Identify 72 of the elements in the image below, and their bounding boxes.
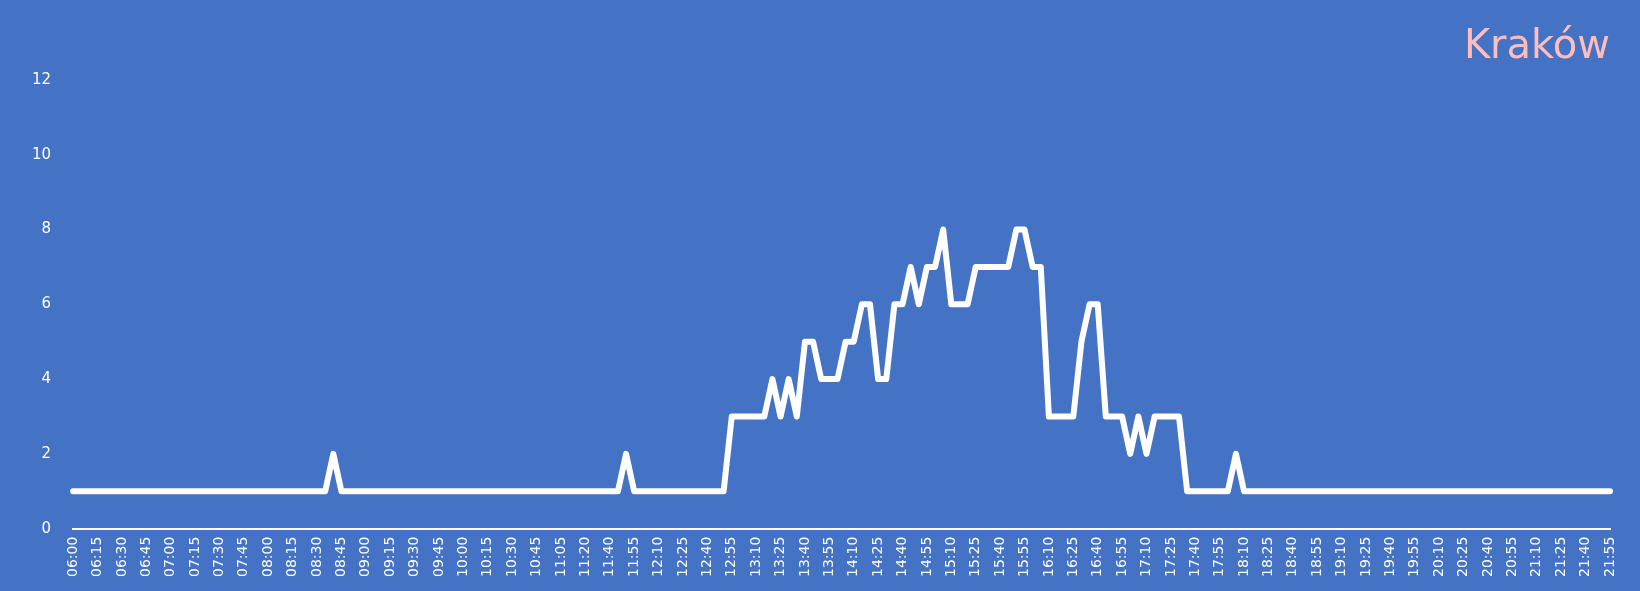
x-tick-label: 08:15 bbox=[283, 536, 300, 578]
x-tick-label: 19:55 bbox=[1405, 536, 1422, 578]
x-tick-label: 19:10 bbox=[1332, 536, 1349, 578]
x-tick-label: 13:10 bbox=[746, 536, 763, 578]
x-tick-label: 07:00 bbox=[161, 536, 178, 578]
x-tick-label: 19:40 bbox=[1381, 536, 1398, 578]
x-tick-label: 16:10 bbox=[1039, 536, 1056, 578]
x-tick-label: 09:00 bbox=[356, 536, 373, 578]
x-tick-label: 09:45 bbox=[429, 536, 446, 578]
x-tick-label: 09:30 bbox=[405, 536, 422, 578]
x-tick-label: 13:25 bbox=[771, 536, 788, 578]
x-tick-label: 21:55 bbox=[1600, 536, 1617, 578]
x-tick-label: 14:55 bbox=[917, 536, 934, 578]
x-tick-label: 07:45 bbox=[234, 536, 251, 578]
x-tick-label: 18:10 bbox=[1234, 536, 1251, 578]
x-tick-label: 14:25 bbox=[868, 536, 885, 578]
x-tick-label: 11:05 bbox=[551, 536, 568, 578]
x-tick-label: 07:30 bbox=[210, 536, 227, 578]
x-tick-label: 10:30 bbox=[502, 536, 519, 578]
x-tick-label: 11:20 bbox=[576, 536, 593, 578]
x-tick-label: 20:40 bbox=[1478, 536, 1495, 578]
x-tick-label: 21:25 bbox=[1551, 536, 1568, 578]
x-tick-label: 15:55 bbox=[1015, 536, 1032, 578]
x-tick-label: 06:45 bbox=[136, 536, 153, 578]
x-tick-label: 15:10 bbox=[941, 536, 958, 578]
x-tick-label: 08:30 bbox=[307, 536, 324, 578]
x-tick-label: 10:45 bbox=[527, 536, 544, 578]
x-tick-label: 12:55 bbox=[722, 536, 739, 578]
x-tick-label: 10:00 bbox=[454, 536, 471, 578]
x-tick-label: 13:40 bbox=[795, 536, 812, 578]
x-tick-label: 12:40 bbox=[698, 536, 715, 578]
x-tick-label: 15:40 bbox=[990, 536, 1007, 578]
x-tick-label: 08:00 bbox=[258, 536, 275, 578]
x-tick-label: 18:25 bbox=[1259, 536, 1276, 578]
x-tick-label: 08:45 bbox=[332, 536, 349, 578]
y-tick-label: 6 bbox=[41, 294, 52, 313]
x-tick-label: 17:10 bbox=[1137, 536, 1154, 578]
x-tick-label: 18:55 bbox=[1307, 536, 1324, 578]
x-tick-label: 07:15 bbox=[185, 536, 202, 578]
x-tick-label: 16:25 bbox=[1063, 536, 1080, 578]
x-tick-label: 11:40 bbox=[600, 536, 617, 578]
y-tick-label: 12 bbox=[31, 69, 52, 88]
x-tick-label: 19:25 bbox=[1356, 536, 1373, 578]
x-tick-label: 11:55 bbox=[624, 536, 641, 578]
x-tick-label: 06:00 bbox=[63, 536, 80, 578]
x-tick-label: 20:10 bbox=[1429, 536, 1446, 578]
x-tick-label: 17:40 bbox=[1185, 536, 1202, 578]
x-tick-label: 18:40 bbox=[1283, 536, 1300, 578]
y-tick-label: 10 bbox=[31, 144, 52, 163]
x-tick-label: 14:10 bbox=[844, 536, 861, 578]
x-tick-label: 16:55 bbox=[1112, 536, 1129, 578]
x-tick-label: 16:40 bbox=[1088, 536, 1105, 578]
y-tick-label: 0 bbox=[41, 518, 52, 537]
x-tick-label: 20:25 bbox=[1454, 536, 1471, 578]
x-tick-label: 06:15 bbox=[88, 536, 105, 578]
x-tick-label: 12:25 bbox=[673, 536, 690, 578]
y-tick-label: 4 bbox=[41, 368, 52, 387]
y-tick-label: 8 bbox=[41, 219, 52, 238]
x-tick-label: 14:40 bbox=[893, 536, 910, 578]
x-tick-label: 20:55 bbox=[1503, 536, 1520, 578]
x-tick-label: 13:55 bbox=[819, 536, 836, 578]
x-tick-label: 21:10 bbox=[1527, 536, 1544, 578]
y-tick-label: 2 bbox=[41, 443, 52, 462]
x-tick-label: 12:10 bbox=[649, 536, 666, 578]
x-tick-label: 10:15 bbox=[478, 536, 495, 578]
chart-title: Kraków bbox=[1463, 21, 1610, 68]
x-tick-label: 15:25 bbox=[966, 536, 983, 578]
x-tick-label: 09:15 bbox=[380, 536, 397, 578]
x-tick-label: 06:30 bbox=[112, 536, 129, 578]
x-tick-label: 17:55 bbox=[1210, 536, 1227, 578]
x-tick-label: 17:25 bbox=[1161, 536, 1178, 578]
x-tick-label: 21:40 bbox=[1576, 536, 1593, 578]
